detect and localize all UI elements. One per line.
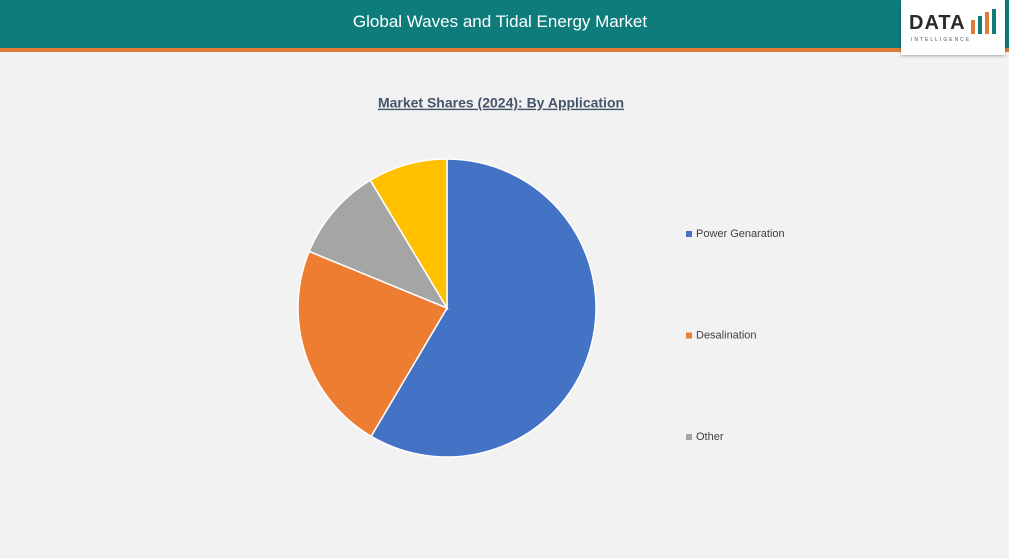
legend-swatch [686, 231, 692, 237]
chart-title: Market Shares (2024): By Application [378, 95, 624, 111]
pie-slice [297, 250, 449, 438]
header-title: Global Waves and Tidal Energy Market [352, 12, 648, 31]
logo-icon [971, 9, 996, 34]
header-bar [0, 0, 1009, 48]
pie-slice [369, 158, 448, 311]
pie-slice [370, 158, 597, 458]
header-stripe [0, 48, 1009, 52]
logo: DATA INTELLIGENCE [901, 0, 1005, 55]
logo-text: DATA [909, 12, 966, 34]
legend-swatch [686, 332, 692, 339]
legend-label: Power Genaration [696, 228, 785, 240]
pie-slice [308, 179, 449, 310]
logo-subtext: INTELLIGENCE [911, 37, 972, 43]
legend-swatch [686, 434, 692, 440]
legend-label: Other [696, 431, 724, 443]
legend-label: Desalination [696, 329, 757, 341]
